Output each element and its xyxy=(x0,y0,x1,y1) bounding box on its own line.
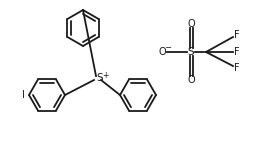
Text: I: I xyxy=(21,90,24,100)
Text: +: + xyxy=(102,70,109,80)
Text: S: S xyxy=(188,47,194,57)
Text: O: O xyxy=(187,75,195,85)
Text: O: O xyxy=(158,47,166,57)
Text: F: F xyxy=(234,63,240,73)
Text: F: F xyxy=(234,30,240,40)
Text: O: O xyxy=(187,19,195,29)
Text: −: − xyxy=(164,44,171,52)
Text: S: S xyxy=(97,73,103,83)
Text: F: F xyxy=(234,47,240,57)
